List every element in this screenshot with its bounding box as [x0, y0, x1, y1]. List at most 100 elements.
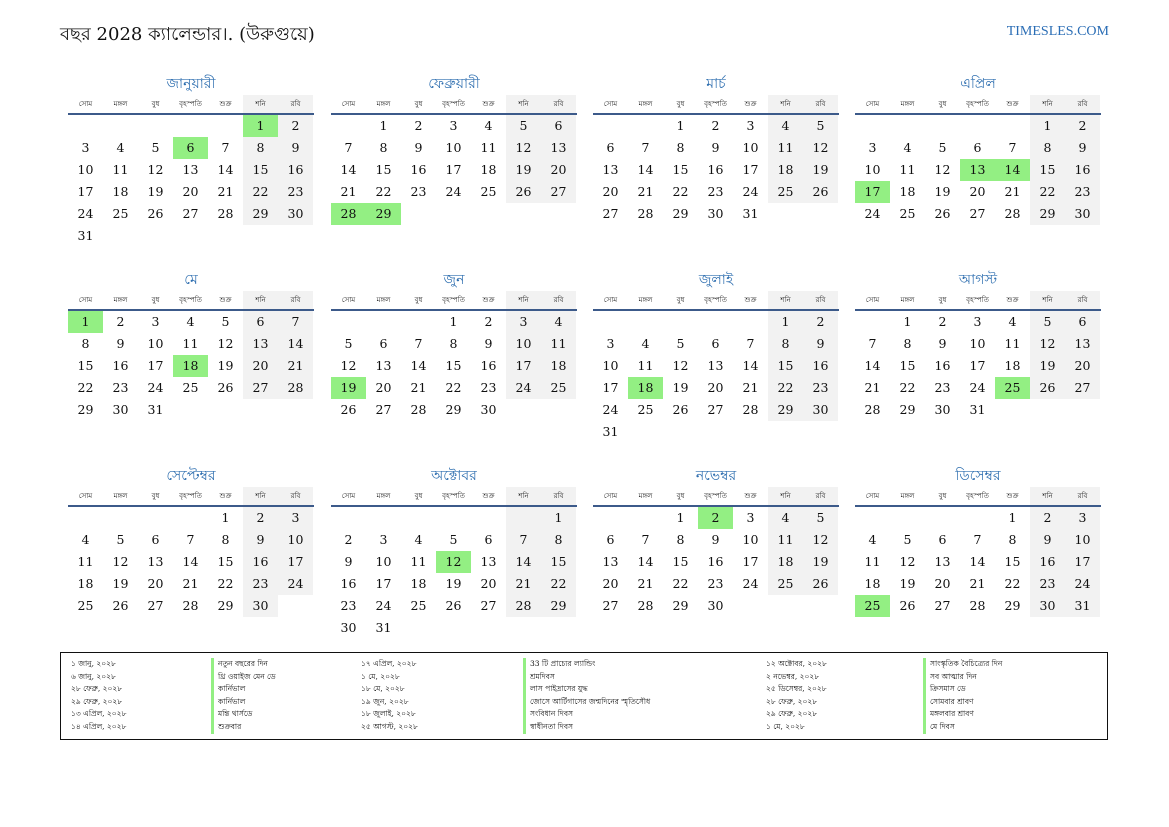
day-cell: 5 [449, 532, 458, 547]
day-cell: 28 [217, 206, 234, 221]
day-cell: 29 [1004, 598, 1021, 613]
day-cell: 1 [676, 118, 685, 133]
day-cell: 4 [768, 115, 803, 137]
day-cell: 26 [506, 181, 541, 203]
weekday-header: সোম মঙ্গল বুধ বৃহস্পতি শুক্র শনি রবি [593, 291, 839, 311]
day-cell: 30 [112, 402, 129, 417]
day-cell: 20 [602, 184, 619, 199]
empty-cell [331, 311, 366, 333]
day-cell: 11 [768, 137, 803, 159]
day-cell: 1 [221, 510, 230, 525]
day-cell: 1 [903, 314, 912, 329]
day-cell: 10 [445, 140, 462, 155]
empty-cell [173, 507, 208, 529]
day-cell: 22 [541, 573, 576, 595]
empty-cell [103, 115, 138, 137]
day-cell: 24 [969, 380, 986, 395]
day-cell: 19 [147, 184, 164, 199]
day-cell: 16 [803, 355, 838, 377]
day-cell: 11 [864, 554, 881, 569]
day-cell: 13 [934, 554, 951, 569]
holiday-day-cell: 28 [331, 203, 366, 225]
legend-holiday-name: নতুন বছরের দিন [211, 658, 276, 671]
day-cell: 14 [278, 333, 313, 355]
weekday-label: সোম [341, 296, 356, 304]
holiday-day-cell: 25 [855, 595, 890, 617]
day-cell: 10 [742, 532, 759, 547]
legend-date-column: ১৭ এপ্রিল, ২০২৮ ১ মে, ২০২৮ ১৮ মে, ২০২৮ ১৯ জ… [361, 658, 418, 734]
day-cell: 28 [1004, 206, 1021, 221]
day-cell: 4 [484, 118, 493, 133]
day-cell: 7 [186, 532, 195, 547]
day-grid: 1 2 3 4 5 6 7 8 9 10 11 12 13 14 15 16 17 18 19 20 21 22 23 24 2… [331, 507, 576, 639]
day-cell: 19 [1030, 355, 1065, 377]
weekday-label: বৃহস্পতি [179, 100, 202, 108]
day-cell: 1 [449, 314, 458, 329]
weekday-label: বুধ [676, 492, 685, 500]
day-cell: 22 [77, 380, 94, 395]
day-cell: 4 [541, 311, 576, 333]
day-cell: 17 [445, 162, 462, 177]
month-calendar: আগস্ট সোম মঙ্গল বুধ বৃহস্পতি শুক্র শনি রবি 1 2 3 4 5… [855, 269, 1101, 421]
month-calendar: জুন সোম মঙ্গল বুধ বৃহস্পতি শুক্র শনি রবি 1 2 3 4 5 6 7… [331, 269, 577, 421]
day-cell: 14 [506, 551, 541, 573]
day-cell: 20 [243, 355, 278, 377]
weekday-label: বুধ [151, 100, 160, 108]
day-cell: 23 [278, 181, 313, 203]
day-cell: 21 [864, 380, 881, 395]
site-link[interactable]: TIMESLES.COM [1006, 24, 1109, 39]
day-cell: 1 [1008, 510, 1017, 525]
weekday-label: শুক্র [1006, 296, 1019, 304]
day-cell: 25 [410, 598, 427, 613]
day-cell: 10 [742, 140, 759, 155]
day-cell: 6 [484, 532, 493, 547]
day-cell: 4 [641, 336, 650, 351]
day-cell: 14 [410, 358, 427, 373]
day-cell: 25 [77, 598, 94, 613]
day-cell: 23 [480, 380, 497, 395]
day-cell: 22 [899, 380, 916, 395]
legend-holiday-name: শুক্রবার [211, 720, 276, 734]
day-cell: 5 [221, 314, 230, 329]
weekday-label: শনি [768, 291, 803, 309]
empty-cell [366, 311, 401, 333]
legend-holiday-name: সাংস্কৃতিক বৈচিত্র্যের দিন [923, 658, 1002, 671]
day-cell: 7 [746, 336, 755, 351]
weekday-label: রবি [1065, 487, 1100, 505]
day-cell: 9 [278, 137, 313, 159]
day-cell: 30 [707, 206, 724, 221]
legend-holiday-name: 33 টি প্রাচ্যের ল্যান্ডিং [523, 658, 650, 671]
day-cell: 5 [116, 532, 125, 547]
holiday-day-cell: 19 [331, 377, 366, 399]
day-cell: 17 [742, 162, 759, 177]
holiday-day-cell: 12 [436, 551, 471, 573]
day-cell: 30 [340, 620, 357, 635]
legend-holiday-name: স্বাধীনতা দিবস [523, 720, 650, 734]
empty-cell [103, 507, 138, 529]
day-cell: 26 [899, 598, 916, 613]
day-cell: 14 [637, 554, 654, 569]
day-cell: 29 [541, 595, 576, 617]
day-cell: 8 [221, 532, 230, 547]
day-grid: 1 2 3 4 5 6 7 8 9 10 11 12 13 14 15 16 17 18 19 20 21 22 23 24 2… [855, 115, 1100, 225]
day-cell: 13 [1065, 333, 1100, 355]
day-cell: 11 [899, 162, 916, 177]
day-cell: 11 [182, 336, 199, 351]
legend-holiday-name: লাস পাইদ্রাসের যুদ্ধ [523, 683, 650, 696]
day-cell: 3 [746, 118, 755, 133]
day-cell: 6 [541, 115, 576, 137]
weekday-label: মঙ্গল [376, 492, 391, 500]
day-cell: 12 [340, 358, 357, 373]
legend-date: ১৮ জুলাই, ২০২৮ [361, 709, 416, 719]
month-calendar: সেপ্টেম্বর সোম মঙ্গল বুধ বৃহস্পতি শুক্র শনি রবি… [68, 465, 314, 617]
month-name: জুলাই [698, 272, 734, 288]
day-cell: 9 [414, 140, 423, 155]
day-cell: 8 [1008, 532, 1017, 547]
day-cell: 23 [243, 573, 278, 595]
day-cell: 25 [899, 206, 916, 221]
weekday-header: সোম মঙ্গল বুধ বৃহস্পতি শুক্র শনি রবি [855, 291, 1101, 311]
day-cell: 11 [1004, 336, 1021, 351]
day-cell: 5 [344, 336, 353, 351]
day-cell: 18 [480, 162, 497, 177]
day-cell: 20 [602, 576, 619, 591]
